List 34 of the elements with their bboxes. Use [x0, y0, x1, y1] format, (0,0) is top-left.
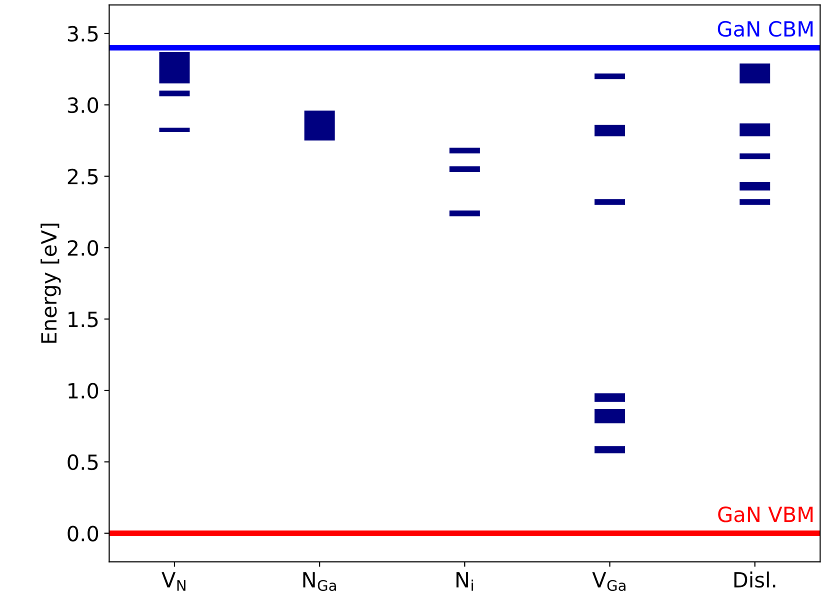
ref-line-label: GaN CBM: [718, 20, 813, 37]
bar: [594, 124, 626, 136]
bar: [740, 182, 770, 191]
bar: [740, 199, 770, 205]
y-tick-label: 0.0: [68, 526, 98, 542]
bar: [304, 110, 335, 141]
bar: [594, 199, 626, 205]
y-tick-label: 3.5: [68, 26, 98, 42]
bar: [594, 409, 626, 424]
bar: [159, 90, 190, 96]
bar: [159, 52, 190, 84]
x-tick-label: Disl.: [734, 572, 776, 588]
y-axis-title: Energy [eV]: [40, 224, 61, 343]
bar: [449, 210, 480, 216]
x-tick-label: V$_{Ga}$: [592, 572, 626, 591]
bar: [159, 128, 190, 132]
x-tick-label: N$_{i}$: [456, 572, 473, 591]
bar: [740, 123, 770, 136]
x-tick-label: V$_{N}$: [162, 572, 186, 591]
bar: [594, 393, 626, 402]
y-tick-label: 2.5: [68, 168, 98, 184]
bar: [449, 148, 480, 154]
bar: [740, 63, 770, 84]
y-tick-label: 3.0: [68, 97, 98, 114]
ref-line-label: GaN VBM: [718, 506, 813, 522]
bar: [740, 153, 770, 160]
y-tick-label: 2.0: [68, 240, 98, 256]
bar: [449, 166, 480, 172]
x-tick-label: N$_{Ga}$: [303, 572, 336, 591]
y-tick-label: 1.0: [68, 382, 98, 399]
bar: [594, 73, 626, 80]
bar: [594, 446, 626, 454]
y-tick-label: 0.5: [68, 454, 98, 470]
y-tick-label: 1.5: [68, 312, 98, 328]
